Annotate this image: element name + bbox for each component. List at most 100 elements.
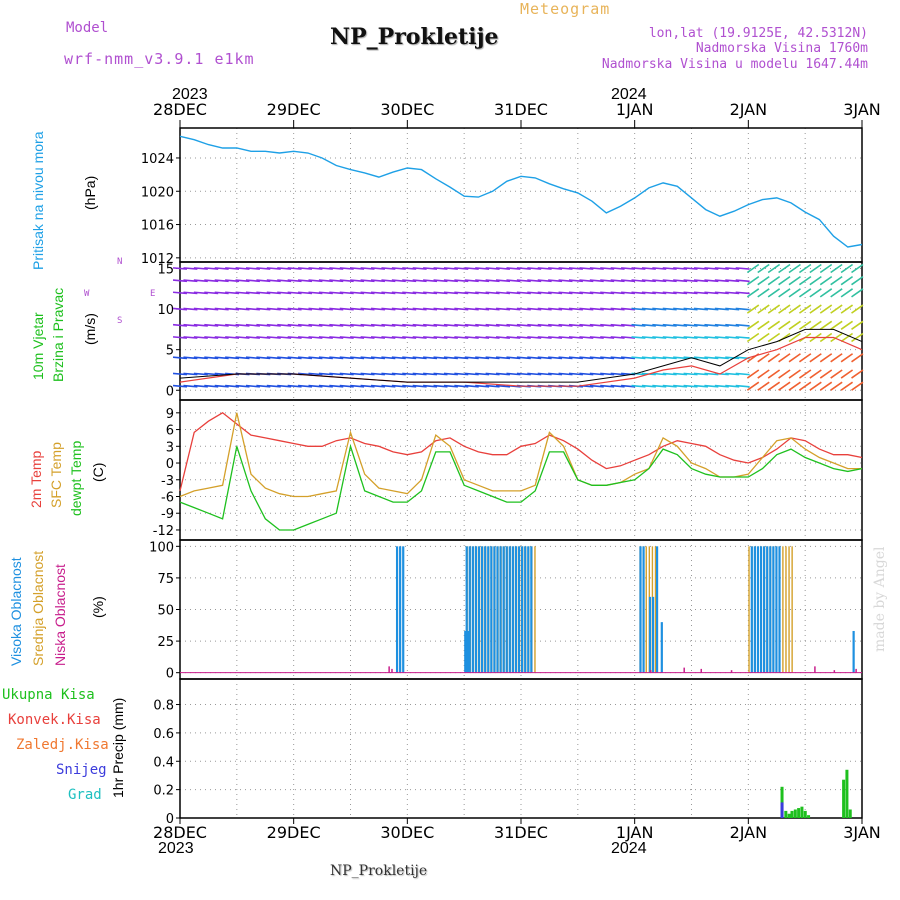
wind-arrow bbox=[735, 267, 750, 270]
low-cloud-bar bbox=[855, 668, 857, 673]
wind-arrow bbox=[277, 291, 292, 295]
low-cloud-bar bbox=[649, 670, 652, 673]
wind-arrow bbox=[308, 372, 323, 376]
wind-arrow bbox=[746, 381, 760, 391]
wind-arrow bbox=[402, 372, 417, 376]
wind-arrow bbox=[516, 356, 531, 360]
wind-arrow bbox=[318, 372, 333, 376]
wind-arrow bbox=[778, 381, 791, 391]
top-date-label: 30DEC bbox=[380, 100, 434, 119]
wind-arrow bbox=[235, 279, 250, 283]
wind-arrow bbox=[412, 307, 427, 311]
wind-arrow bbox=[714, 384, 729, 388]
wind-arrow bbox=[725, 336, 740, 339]
wind-arrow bbox=[423, 307, 438, 311]
wind-arrow bbox=[652, 279, 667, 283]
precip-bar bbox=[787, 813, 791, 818]
wind-arrow bbox=[235, 384, 250, 388]
wind-arrow bbox=[840, 288, 854, 298]
wind-arrow bbox=[370, 267, 386, 270]
high-cloud-bar bbox=[511, 546, 514, 673]
high-cloud-bar bbox=[395, 546, 399, 673]
wind-arrow bbox=[641, 384, 656, 388]
wind-arrow bbox=[767, 263, 781, 274]
low-cloud-bar bbox=[833, 670, 836, 673]
top-date-label: 31DEC bbox=[494, 100, 548, 119]
wind-arrow bbox=[172, 372, 188, 376]
wind-arrow bbox=[537, 372, 552, 376]
wind-arrow bbox=[704, 291, 719, 295]
high-cloud-bar bbox=[502, 546, 505, 673]
wind-arrow bbox=[620, 267, 636, 270]
wind-arrow bbox=[652, 372, 667, 376]
wind-arrow bbox=[610, 336, 625, 339]
wind-arrow bbox=[662, 384, 677, 388]
model-value: wrf-nmm_v3.9.1 e1km bbox=[64, 50, 255, 68]
wind-arrow bbox=[704, 279, 719, 283]
high-cloud-bar bbox=[772, 546, 775, 673]
top-date-label: 2JAN bbox=[730, 100, 768, 119]
wind-arrow bbox=[725, 279, 740, 283]
wind-arrow bbox=[297, 336, 313, 339]
wind-arrow bbox=[266, 279, 281, 283]
wind-arrow bbox=[412, 336, 427, 339]
wind-arrow bbox=[714, 291, 729, 295]
wind-arrow bbox=[778, 320, 791, 330]
wind-arrow bbox=[516, 291, 531, 295]
wind-arrow bbox=[788, 320, 801, 330]
wind-arrow bbox=[423, 384, 438, 388]
wind-arrow bbox=[589, 267, 604, 270]
wind-arrow bbox=[704, 372, 719, 376]
wind-arrow bbox=[204, 267, 219, 270]
wind-arrow bbox=[579, 267, 594, 270]
wind-arrow bbox=[475, 384, 490, 388]
wind-arrow bbox=[662, 279, 677, 283]
wind-arrow bbox=[495, 307, 511, 311]
wind-arrow bbox=[568, 291, 583, 295]
ytick-label: -3 bbox=[161, 474, 174, 489]
wind-arrow bbox=[193, 267, 208, 270]
wind-arrow bbox=[256, 384, 271, 388]
ytick-label: 1012 bbox=[141, 252, 174, 267]
wind-arrow bbox=[256, 336, 271, 339]
ytick-label: -9 bbox=[161, 507, 174, 522]
wind-arrow bbox=[527, 356, 542, 360]
ytick-label: 5 bbox=[166, 344, 174, 359]
wind-arrow bbox=[235, 356, 250, 360]
wind-arrow bbox=[631, 372, 646, 376]
wind-arrow bbox=[767, 276, 781, 286]
wind-arrow bbox=[819, 263, 833, 274]
wind-arrow bbox=[840, 320, 854, 330]
wind-arrow bbox=[225, 307, 240, 311]
wind-arrow bbox=[516, 279, 531, 283]
wind-arrow bbox=[339, 372, 354, 376]
wind-arrow bbox=[809, 369, 822, 379]
wind-arrow bbox=[402, 356, 417, 360]
wind-arrow bbox=[412, 372, 427, 376]
ytick-label: 50 bbox=[157, 604, 174, 619]
high-cloud-bar bbox=[778, 546, 781, 673]
wind-arrow bbox=[495, 356, 511, 360]
wind-arrow bbox=[652, 307, 667, 311]
compass-east: E bbox=[150, 289, 156, 299]
wind-arrow bbox=[308, 291, 323, 295]
wind-arrow bbox=[537, 323, 552, 327]
wind-arrow bbox=[318, 267, 333, 270]
wind-arrow bbox=[693, 279, 709, 283]
wind-arrow bbox=[757, 304, 770, 314]
wind-arrow bbox=[277, 384, 292, 388]
wind-arrow bbox=[381, 267, 396, 270]
wind-arrow bbox=[475, 336, 490, 339]
wind-arrow bbox=[381, 307, 396, 311]
wind-arrow bbox=[788, 381, 801, 391]
wind-arrow bbox=[318, 279, 333, 283]
wind-arrow bbox=[819, 320, 833, 330]
wind-arrow bbox=[350, 267, 365, 270]
wind-arrow bbox=[641, 267, 656, 270]
wind-arrow bbox=[183, 279, 198, 283]
wind-arrow bbox=[704, 336, 719, 339]
wind-gust-line bbox=[179, 328, 863, 383]
wind-arrow bbox=[610, 307, 625, 311]
wind-arrow bbox=[423, 323, 438, 327]
wind-arrow bbox=[516, 307, 531, 311]
